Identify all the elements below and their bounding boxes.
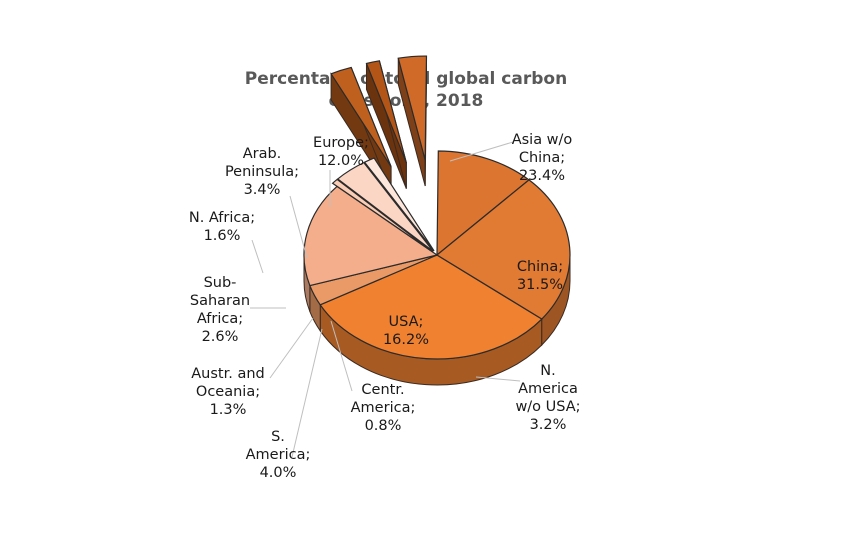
slice-label-line: 12.0% (318, 153, 364, 169)
slice-label-line: USA; (389, 314, 424, 330)
slice-label-line: N. Africa; (189, 210, 255, 226)
pie-slice-s-america (336, 161, 434, 252)
leader-line-n-america-w-o-usa (475, 376, 521, 382)
slice-label-asia-w-o-china: Asia w/o China; 23.4% (512, 132, 573, 184)
slice-label-line: China; (519, 150, 565, 166)
slice-label-europe: Europe; 12.0% (313, 135, 369, 169)
pie-slice-asia-w-o-china (435, 179, 571, 320)
pie-top-faces (303, 55, 571, 360)
leader-line-arab-peninsula (289, 195, 308, 259)
slice-label-line: N. (540, 363, 555, 379)
leader-lines (250, 141, 521, 458)
slice-label-line: 0.8% (365, 418, 402, 434)
slice-label-line: 3.2% (530, 417, 567, 433)
slice-label-line: Austr. and (191, 366, 264, 382)
pie-slice-sub-saharan-africa (330, 66, 392, 167)
slice-label-line: Europe; (313, 135, 369, 151)
slice-label-line: S. (271, 429, 285, 445)
slice-label-sub-saharan-africa: Sub- Saharan Africa; 2.6% (190, 275, 250, 345)
slice-label-line: Arab. (243, 146, 282, 162)
slice-label-line: 2.6% (202, 329, 239, 345)
slice-label-n-africa: N. Africa; 1.6% (189, 210, 255, 244)
slice-label-line: China; (517, 259, 563, 275)
pie-slice-arab-peninsula (397, 55, 428, 161)
slice-label-n-america-w-o-usa: N. America w/o USA; 3.2% (515, 363, 580, 433)
slice-label-line: 31.5% (517, 277, 563, 293)
slice-label-austr-and-oceania: Austr. and Oceania; 1.3% (191, 366, 264, 418)
pie-slice-china (319, 254, 543, 360)
slice-label-line: Africa; (197, 311, 243, 327)
slice-label-centr-america: Centr. America; 0.8% (351, 382, 416, 434)
pie-slice-n-africa (365, 60, 407, 163)
slice-label-line: Sub- (204, 275, 237, 291)
slice-label-arab-peninsula: Arab. Peninsula; 3.4% (225, 146, 299, 198)
slice-label-line: 1.6% (204, 228, 241, 244)
slice-label-line: Asia w/o (512, 132, 573, 148)
leader-line-centr-america (330, 320, 353, 392)
slice-label-line: America (518, 381, 578, 397)
slice-label-line: America; (351, 400, 416, 416)
slice-label-line: Saharan (190, 293, 250, 309)
slice-label-line: 3.4% (244, 182, 281, 198)
slice-label-usa: USA; 16.2% (383, 314, 429, 348)
slice-label-line: Centr. (361, 382, 404, 398)
slice-label-china: China; 31.5% (517, 259, 563, 293)
slice-label-line: 16.2% (383, 332, 429, 348)
leader-line-austr-and-oceania (269, 317, 314, 379)
leader-line-asia-w-o-china (449, 141, 514, 162)
slice-label-line: America; (246, 447, 311, 463)
slice-label-line: Oceania; (196, 384, 260, 400)
pie-slice-centr-america (331, 178, 433, 253)
pie-slice-austr-and-oceania (363, 157, 435, 252)
slice-label-line: Peninsula; (225, 164, 299, 180)
slice-labels: China; 31.5% N. America w/o USA; 3.2% USA; 16.2… (189, 132, 581, 481)
leader-line-s-america (291, 328, 323, 458)
slice-label-line: 1.3% (210, 402, 247, 418)
slice-label-line: 4.0% (260, 465, 297, 481)
leader-line-n-africa (251, 239, 264, 274)
slice-label-line: w/o USA; (515, 399, 580, 415)
slice-label-line: 23.4% (519, 168, 565, 184)
slice-label-s-america: S. America; 4.0% (246, 429, 311, 481)
pie-slice-europe (436, 150, 530, 257)
